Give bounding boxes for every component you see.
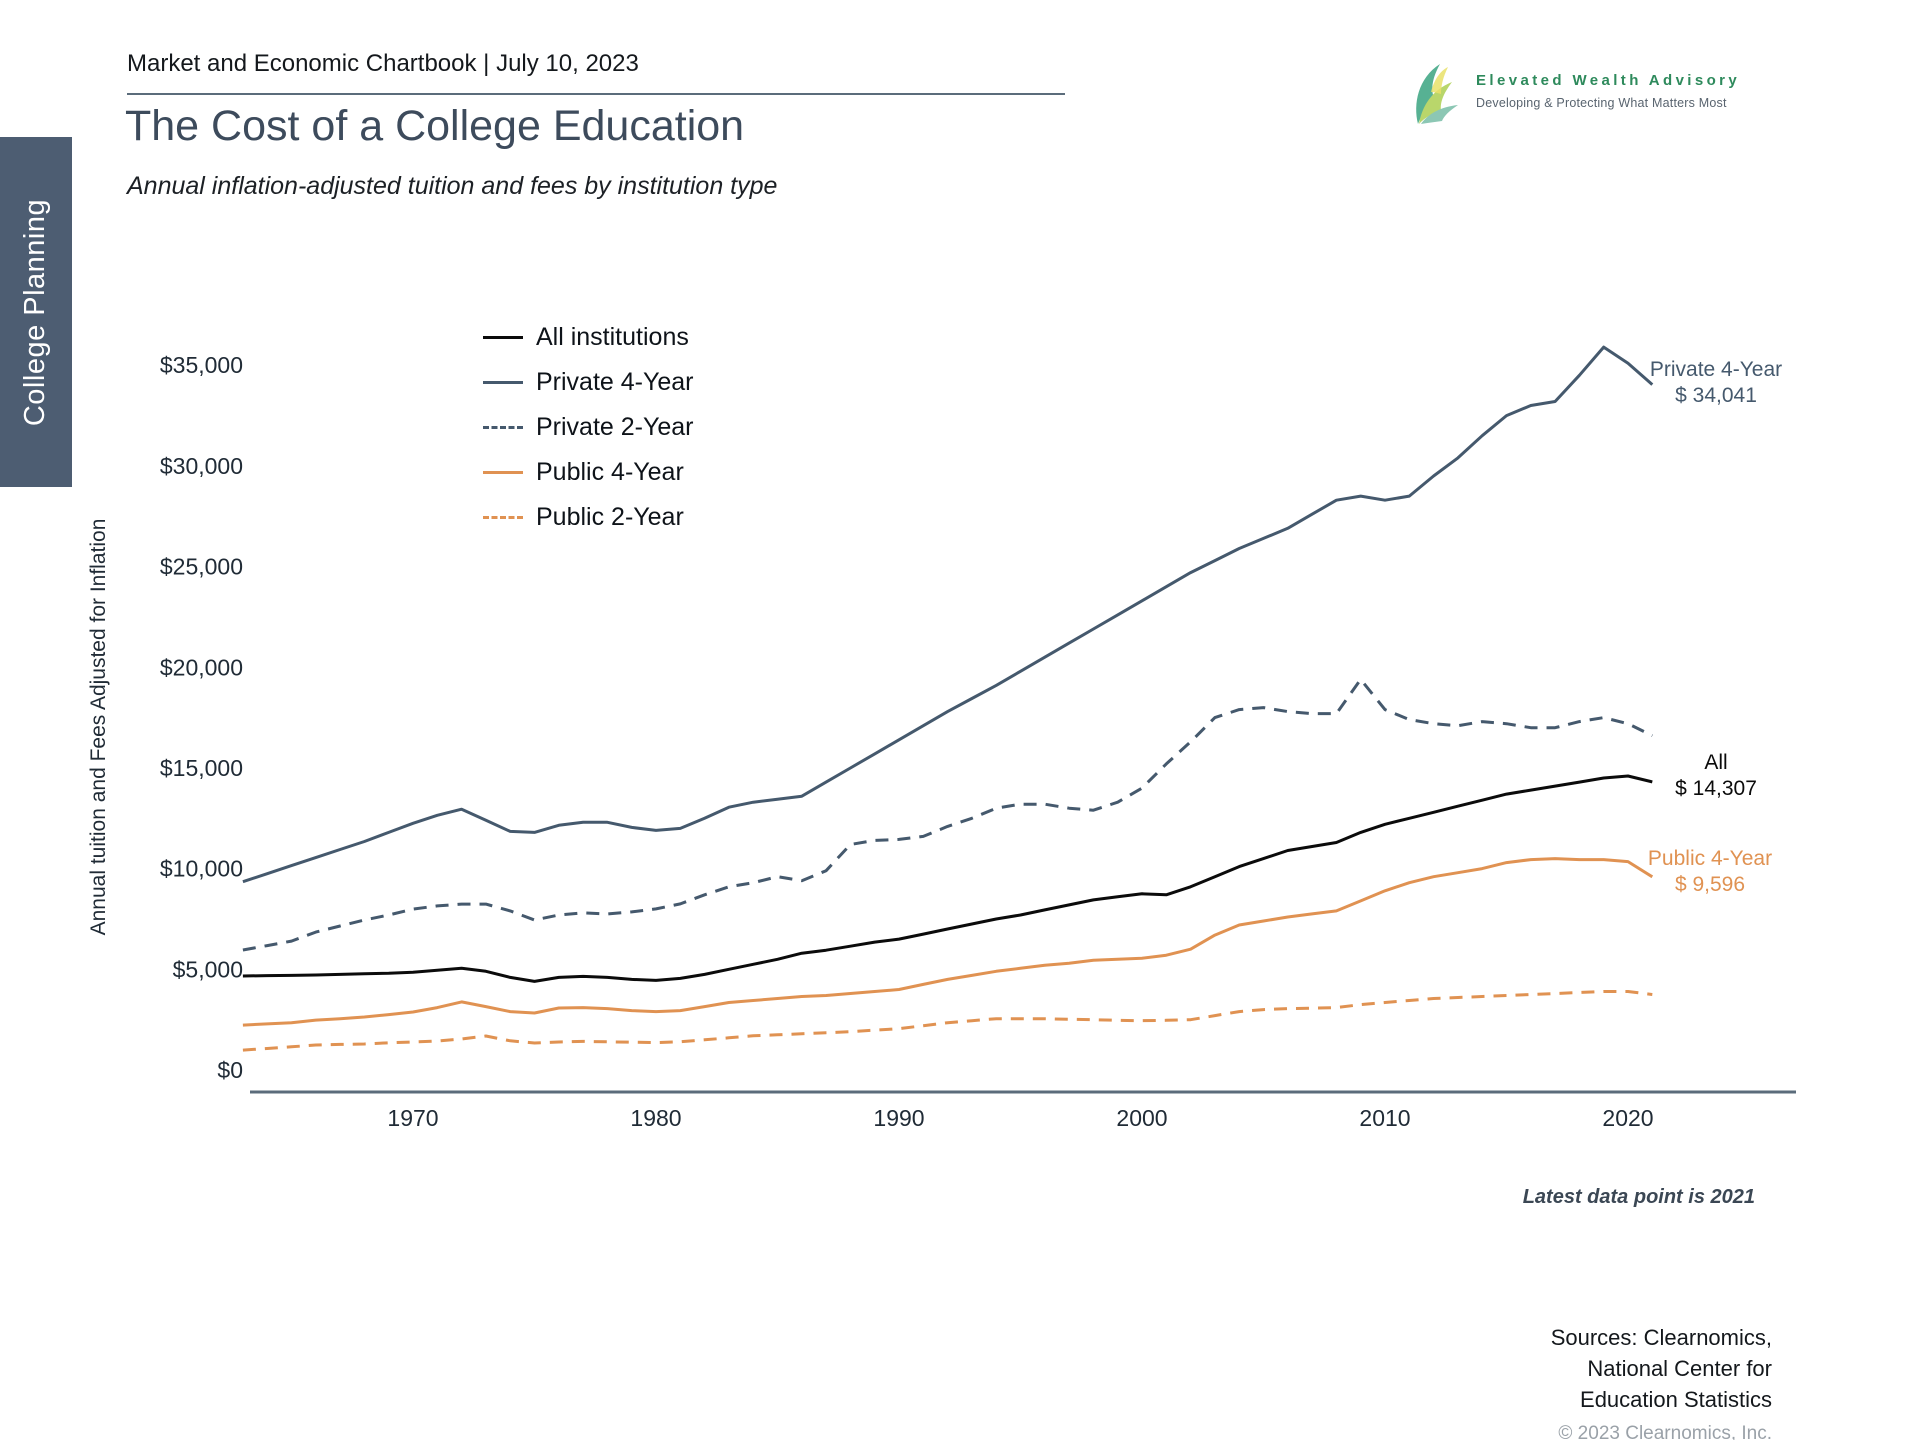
legend-item: All institutions [483, 315, 694, 360]
x-tick-label: 2010 [1359, 1105, 1410, 1131]
sources-line: Sources: Clearnomics, [1550, 1325, 1772, 1350]
sidebar-tab-college-planning[interactable]: College Planning [0, 137, 72, 487]
series-line-public-2-year [242, 990, 1653, 1052]
page-title: The Cost of a College Education [125, 102, 745, 150]
y-tick-label: $30,000 [160, 453, 243, 479]
legend-item: Public 2-Year [483, 495, 694, 540]
solid-line-swatch-icon [483, 336, 523, 339]
x-tick-label: 1990 [873, 1105, 924, 1131]
x-tick-label: 1980 [630, 1105, 681, 1131]
legend-label: Public 4-Year [536, 458, 684, 486]
y-axis-title: Annual tuition and Fees Adjusted for Inf… [87, 519, 110, 936]
solid-line-swatch-icon [483, 471, 523, 474]
company-logo: Elevated Wealth Advisory Developing & Pr… [1410, 60, 1770, 130]
y-tick-label: $5,000 [173, 956, 243, 982]
end-label-public-4-year: Public 4-Year $ 9,596 [1647, 847, 1773, 896]
legend-item: Private 2-Year [483, 405, 694, 450]
legend-label: All institutions [536, 323, 689, 351]
chart-legend: All institutions Private 4-Year Private 2-… [483, 315, 694, 540]
logo-tagline: Developing & Protecting What Matters Mos… [1476, 96, 1727, 110]
y-tick-label: $0 [217, 1057, 243, 1083]
end-label-all: All $ 14,307 [1675, 751, 1757, 800]
copyright: © 2023 Clearnomics, Inc. [1558, 1423, 1772, 1440]
legend-label: Public 2-Year [536, 503, 684, 531]
y-tick-label: $10,000 [160, 856, 243, 882]
sources-line: Education Statistics [1580, 1387, 1772, 1412]
x-tick-label: 2020 [1602, 1105, 1653, 1131]
dashed-line-swatch-icon [483, 516, 523, 519]
x-tick-label: 2000 [1116, 1105, 1167, 1131]
legend-item: Public 4-Year [483, 450, 694, 495]
logo-name: Elevated Wealth Advisory [1476, 72, 1741, 89]
y-tick-label: $15,000 [160, 755, 243, 781]
x-tick-label: 1970 [387, 1105, 438, 1131]
series-line-all-institutions [242, 774, 1653, 983]
legend-item: Private 4-Year [483, 360, 694, 405]
header-rule [127, 93, 1065, 95]
solid-line-swatch-icon [483, 381, 523, 384]
series-line-private-2-year [242, 677, 1653, 952]
leaf-icon [1416, 64, 1458, 124]
series-line-public-4-year [242, 857, 1654, 1027]
chartbook-header: Market and Economic Chartbook | July 10,… [127, 50, 639, 77]
series-line-private-4-year [242, 345, 1654, 884]
page-subtitle: Annual inflation-adjusted tuition and fe… [127, 172, 778, 200]
y-tick-label: $35,000 [160, 352, 243, 378]
y-tick-label: $20,000 [160, 654, 243, 680]
sources-line: National Center for [1587, 1356, 1772, 1381]
y-tick-label: $25,000 [160, 554, 243, 580]
end-label-private-4-year: Private 4-Year $ 34,041 [1649, 358, 1783, 407]
legend-label: Private 2-Year [536, 413, 694, 441]
dashed-line-swatch-icon [483, 426, 523, 429]
sources-block: Sources: Clearnomics, National Center fo… [1551, 1322, 1772, 1440]
chart-footnote: Latest data point is 2021 [1522, 1186, 1755, 1208]
legend-label: Private 4-Year [536, 368, 694, 396]
